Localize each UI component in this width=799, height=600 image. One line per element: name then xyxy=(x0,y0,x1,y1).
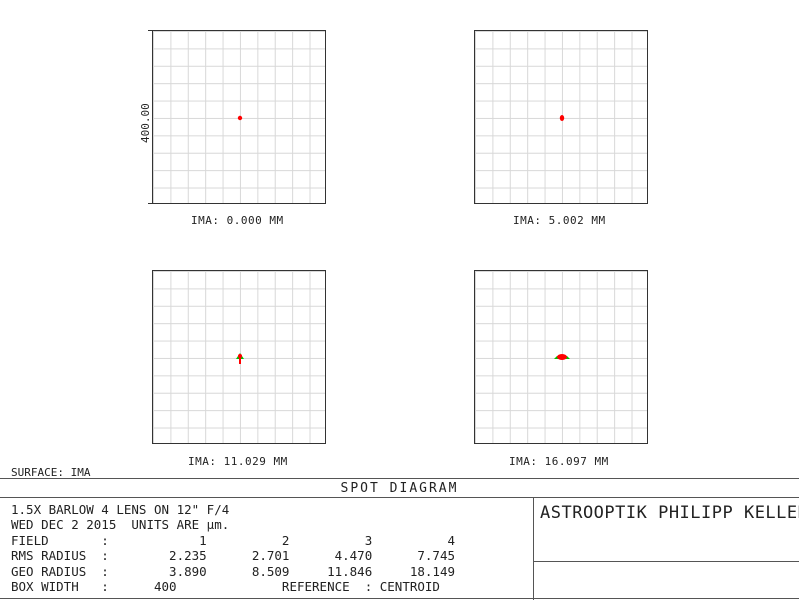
info-line-title: 1.5X BARLOW 4 LENS ON 12" F/4 xyxy=(11,502,230,517)
spot-plot-field-4 xyxy=(474,270,648,444)
spot-pattern-field-2 xyxy=(559,115,565,121)
spot-pattern-field-1 xyxy=(237,115,243,121)
surface-label: SURFACE: IMA xyxy=(11,466,91,479)
info-box-row: BOX WIDTH : 400 REFERENCE : CENTROID xyxy=(11,579,440,595)
spot-plot-field-1 xyxy=(152,30,326,204)
company-name: ASTROOPTIK PHILIPP KELLER xyxy=(540,503,799,523)
box-top-border xyxy=(0,478,799,479)
y-axis-bottom-tick xyxy=(148,203,152,204)
plot-caption-field-1: IMA: 0.000 MM xyxy=(191,214,284,227)
info-line-date: WED DEC 2 2015 UNITS ARE µm. xyxy=(11,517,230,533)
plot-caption-field-3: IMA: 11.029 MM xyxy=(188,455,288,468)
title-divider xyxy=(0,497,799,498)
spot-pattern-field-3 xyxy=(236,353,244,364)
info-rms-row: RMS RADIUS : 2.235 2.701 4.470 7.745 xyxy=(11,548,456,564)
plot-caption-field-2: IMA: 5.002 MM xyxy=(513,214,606,227)
info-block: 1.5X BARLOW 4 LENS ON 12" F/4 WED DEC 2 2… xyxy=(11,502,455,594)
y-axis-label: 400.00 xyxy=(139,103,152,143)
y-axis-top-tick xyxy=(148,30,152,31)
info-geo-row: GEO RADIUS : 3.890 8.509 11.846 18.149 xyxy=(11,563,456,579)
diagram-title: SPOT DIAGRAM xyxy=(340,481,459,496)
info-field-row: FIELD : 1 2 3 4 xyxy=(11,532,456,548)
box-bottom-border xyxy=(0,598,799,599)
spot-pattern-field-4 xyxy=(554,354,570,360)
company-divider xyxy=(533,561,799,562)
plot-caption-field-4: IMA: 16.097 MM xyxy=(509,455,609,468)
spot-plot-field-2 xyxy=(474,30,648,204)
info-company-divider xyxy=(533,497,534,600)
spot-plot-field-3 xyxy=(152,270,326,444)
